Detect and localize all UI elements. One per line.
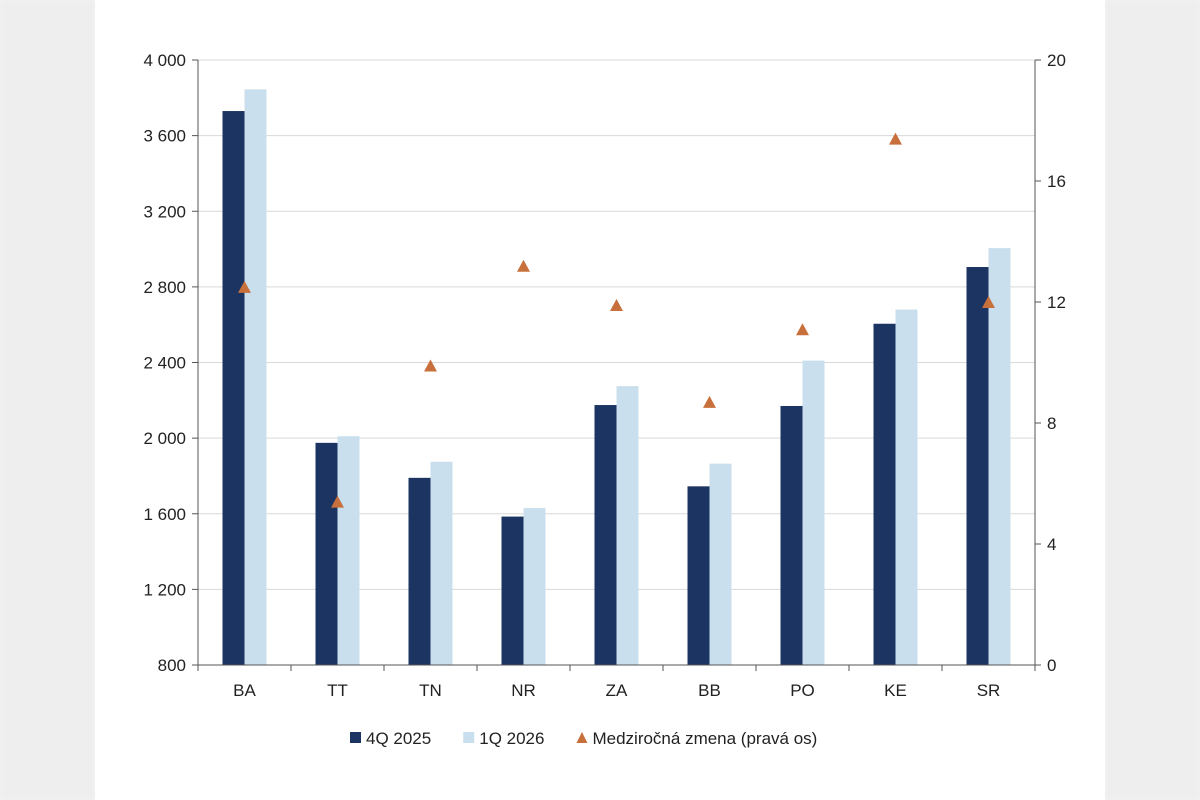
legend-triangle-icon: [576, 732, 588, 743]
bars: [222, 89, 1011, 665]
right-tick-label: 20: [1047, 51, 1066, 70]
left-tick-label: 800: [158, 656, 186, 675]
markers: [238, 132, 995, 508]
yoy-change-marker: [889, 132, 902, 145]
bar-4q-2025: [594, 405, 617, 665]
left-tick-label: 1 200: [143, 580, 186, 599]
x-category-label: BA: [233, 681, 256, 700]
x-category-label: KE: [884, 681, 907, 700]
right-tick-label: 0: [1047, 656, 1056, 675]
left-tick-label: 3 200: [143, 202, 186, 221]
x-category-label: ZA: [606, 681, 628, 700]
right-tick-label: 16: [1047, 172, 1066, 191]
legend-label: 1Q 2026: [479, 729, 544, 748]
left-tick-label: 4 000: [143, 51, 186, 70]
right-tick-label: 4: [1047, 535, 1056, 554]
right-tick-label: 8: [1047, 414, 1056, 433]
yoy-change-marker: [796, 323, 809, 336]
legend-swatch: [350, 732, 361, 743]
blurred-left-margin: [0, 0, 95, 800]
bar-4q-2025: [873, 323, 896, 665]
bar-1q-2026: [523, 508, 546, 665]
right-tick-label: 12: [1047, 293, 1066, 312]
legend-swatch: [463, 732, 475, 743]
bar-1q-2026: [988, 248, 1011, 665]
combo-chart: 800 1 200 1 600 2 000 2 400 2 800 3 200 3 600 4 …: [143, 51, 1065, 748]
bar-4q-2025: [315, 442, 338, 665]
x-category-label: SR: [977, 681, 1001, 700]
yoy-change-marker: [517, 259, 530, 272]
x-category-label: TN: [419, 681, 442, 700]
bar-1q-2026: [244, 89, 267, 665]
left-tick-label: 3 600: [143, 127, 186, 146]
bar-1q-2026: [895, 309, 918, 665]
left-tick-label: 2 800: [143, 278, 186, 297]
axes: 800 1 200 1 600 2 000 2 400 2 800 3 200 3 600 4 …: [143, 51, 1065, 700]
bar-1q-2026: [802, 360, 825, 665]
bar-4q-2025: [408, 477, 431, 665]
x-category-label: TT: [327, 681, 348, 700]
left-tick-label: 2 400: [143, 354, 186, 373]
x-category-label: PO: [790, 681, 815, 700]
bar-1q-2026: [337, 436, 360, 665]
x-category-label: BB: [698, 681, 721, 700]
yoy-change-marker: [703, 395, 716, 408]
yoy-change-marker: [982, 296, 995, 308]
left-tick-label: 1 600: [143, 505, 186, 524]
yoy-change-marker: [424, 359, 437, 372]
blurred-right-margin: [1105, 0, 1200, 800]
yoy-change-marker: [238, 280, 251, 293]
left-tick-label: 2 000: [143, 429, 186, 448]
bar-1q-2026: [430, 461, 453, 665]
legend-label: 4Q 2025: [366, 729, 431, 748]
bar-4q-2025: [966, 267, 989, 665]
yoy-change-marker: [331, 495, 344, 508]
chart-panel: 800 1 200 1 600 2 000 2 400 2 800 3 200 3 600 4 …: [95, 0, 1105, 800]
bar-1q-2026: [616, 386, 639, 665]
bar-1q-2026: [709, 463, 732, 665]
legend: 4Q 2025 1Q 2026 Medziročná zmena (pravá os…: [350, 729, 817, 748]
yoy-change-marker: [610, 299, 623, 312]
x-category-label: NR: [511, 681, 536, 700]
bar-4q-2025: [501, 516, 524, 665]
bar-4q-2025: [222, 111, 245, 665]
legend-label: Medziročná zmena (pravá os): [592, 729, 817, 748]
bar-4q-2025: [687, 486, 710, 665]
bar-4q-2025: [780, 405, 803, 665]
